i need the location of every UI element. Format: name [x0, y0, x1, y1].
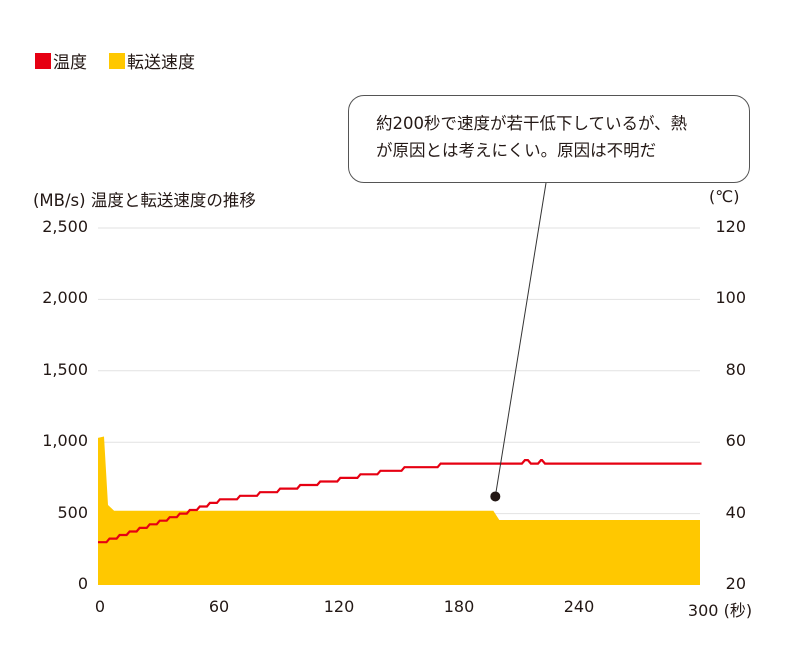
y-right-tick: 100 — [715, 288, 746, 307]
callout-line-2: が原因とは考えにくい。原因は不明だ — [376, 141, 657, 160]
y-right-tick: 20 — [725, 574, 746, 593]
legend-label-temperature: 温度 — [53, 53, 87, 73]
y-right-tick: 60 — [725, 431, 746, 450]
y-right-tick: 120 — [715, 217, 746, 236]
y-right-tick: 40 — [725, 503, 746, 522]
annotation-callout: 約200秒で速度が若干低下しているが、熱 が原因とは考えにくい。原因は不明だ — [348, 95, 750, 183]
y-left-unit: (MB/s) — [33, 191, 86, 210]
x-tick: 0 — [94, 597, 106, 616]
legend-swatch-transfer-speed — [109, 52, 125, 69]
callout-anchor-dot — [490, 491, 501, 502]
x-tick: 240 — [563, 597, 595, 616]
callout-line-1: 約200秒で速度が若干低下しているが、熱 — [376, 114, 688, 133]
x-tick: 60 — [208, 597, 230, 616]
legend-label-transfer-speed: 転送速度 — [127, 53, 195, 73]
legend-item-transfer-speed: 転送速度 — [109, 48, 195, 73]
legend: 温度 転送速度 — [35, 48, 217, 73]
temperature-line — [98, 459, 702, 544]
y-left-tick: 1,000 — [42, 431, 88, 450]
x-tick-300: 300 — [687, 601, 719, 620]
y-left-tick: 1,500 — [42, 360, 88, 379]
gridlines — [98, 227, 700, 515]
legend-item-temperature: 温度 — [35, 48, 87, 73]
y-left-tick: 0 — [77, 574, 88, 593]
legend-swatch-temperature — [35, 52, 51, 69]
x-tick: 180 — [443, 597, 475, 616]
x-tick-last: 300 (秒) — [688, 597, 752, 621]
y-left-tick: 500 — [57, 503, 88, 522]
x-tick: 120 — [323, 597, 355, 616]
y-left-tick: 2,000 — [42, 288, 88, 307]
chart-title: (MB/s) 温度と転送速度の推移 — [33, 187, 256, 211]
callout-leader-line — [494, 182, 547, 497]
transfer-speed-area — [98, 436, 700, 585]
x-axis-unit: (秒) — [723, 601, 753, 620]
y-right-unit: (℃) — [709, 187, 740, 206]
chart-title-text: 温度と転送速度の推移 — [90, 191, 256, 210]
y-left-tick: 2,500 — [42, 217, 88, 236]
y-right-tick: 80 — [725, 360, 746, 379]
